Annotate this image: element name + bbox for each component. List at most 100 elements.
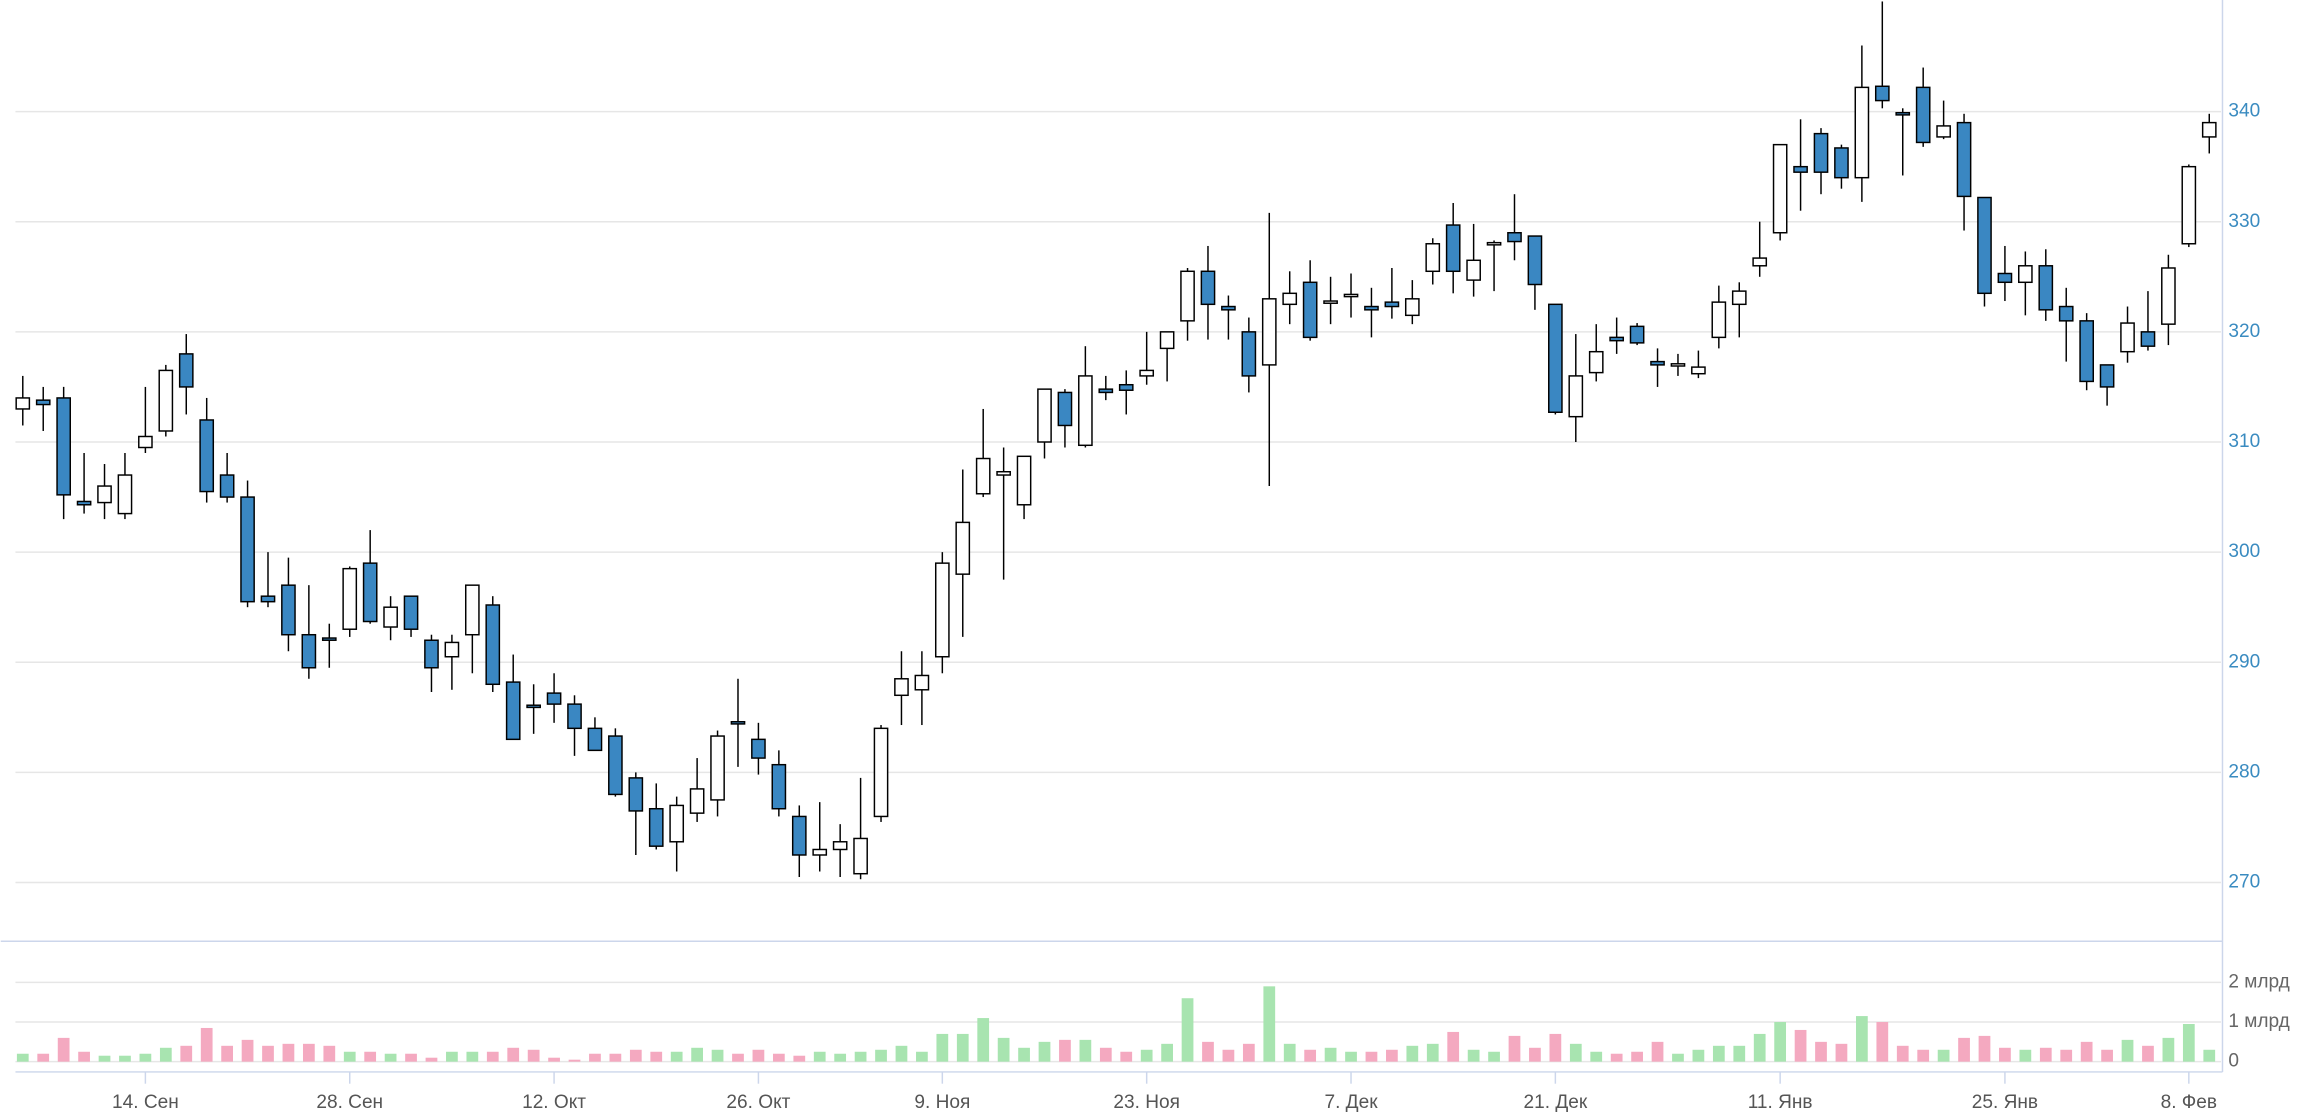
volume-bar	[37, 1053, 50, 1062]
volume-bar	[916, 1051, 928, 1062]
volume-bar	[241, 1039, 254, 1062]
y-tick-label: 320	[2228, 321, 2260, 342]
volume-bar	[956, 1033, 969, 1062]
volume-bar	[875, 1049, 887, 1062]
candle-body	[117, 474, 133, 515]
volume-bar	[1549, 1033, 1562, 1062]
candle-body	[853, 837, 868, 875]
y-tick-label: 340	[2228, 101, 2260, 122]
candle-body	[771, 763, 787, 810]
x-tick-label: 25. Янв	[1972, 1092, 2038, 1113]
candle-body	[1874, 85, 1890, 102]
volume-bar	[1365, 1051, 1378, 1062]
candle-body	[1139, 369, 1155, 377]
volume-bar	[1896, 1045, 1909, 1062]
candle-body	[1936, 125, 1951, 138]
candle-body	[628, 777, 644, 812]
candle-body	[1527, 235, 1543, 286]
y-tick-label: 280	[2228, 761, 2260, 782]
candle-body	[2099, 364, 2115, 388]
volume-bar	[1059, 1039, 1071, 1062]
candle-body	[1568, 375, 1584, 418]
candle-body	[260, 595, 276, 603]
volume-bar	[2162, 1037, 2175, 1062]
volume-tick-label: 1 млрд	[2228, 1011, 2289, 1032]
candle-body	[2120, 322, 2135, 353]
candle-body	[2079, 320, 2094, 383]
volume-bar	[1672, 1053, 1684, 1062]
volume-bar	[691, 1047, 703, 1062]
candle-body	[1384, 301, 1400, 308]
candle-body	[1609, 336, 1625, 342]
candle-body	[1159, 331, 1175, 350]
candle-body	[730, 720, 746, 725]
candle-body	[1261, 298, 1277, 366]
candle-body	[464, 584, 480, 636]
candle-body	[955, 521, 971, 575]
volume-bar	[1488, 1051, 1500, 1062]
volume-bar	[895, 1045, 908, 1062]
x-tick-label: 21. Дек	[1524, 1092, 1588, 1113]
volume-bar	[834, 1053, 847, 1062]
candle-body	[1241, 331, 1257, 377]
volume-bar	[548, 1057, 560, 1062]
candle-body	[567, 703, 582, 730]
candle-body	[1793, 165, 1808, 173]
volume-tick-label: 0	[2228, 1051, 2239, 1072]
candle-body	[301, 633, 317, 669]
volume-bar	[425, 1057, 438, 1062]
volume-bar	[1917, 1049, 1930, 1062]
y-tick-label: 290	[2228, 651, 2260, 672]
volume-bar	[446, 1051, 458, 1062]
candle-body	[873, 727, 889, 818]
candle-body	[710, 735, 725, 801]
candle-body	[178, 353, 194, 388]
volume-bar	[507, 1047, 520, 1062]
volume-bar	[1161, 1043, 1173, 1062]
candle-body	[35, 399, 51, 406]
candle-body	[1302, 281, 1318, 339]
volume-bar	[854, 1051, 867, 1062]
volume-bar	[302, 1043, 315, 1062]
volume-bar	[527, 1049, 540, 1062]
candle-body	[219, 474, 235, 498]
volume-bar	[2039, 1047, 2052, 1062]
candle-body	[1364, 305, 1379, 311]
x-tick-label: 8. Фев	[2161, 1092, 2217, 1113]
volume-bar	[1222, 1049, 1235, 1062]
candle-body	[1200, 270, 1216, 306]
candle-body	[934, 562, 950, 658]
volume-bar	[486, 1051, 499, 1062]
candle-body	[1670, 363, 1686, 367]
candle-body	[1282, 292, 1298, 306]
volume-bar	[2121, 1039, 2134, 1062]
volume-bar	[78, 1051, 90, 1062]
volume-bar	[1794, 1029, 1807, 1062]
candle-body	[1343, 293, 1359, 298]
candle-body	[1037, 388, 1052, 443]
y-tick-label: 270	[2228, 872, 2260, 893]
volume-bar	[2182, 1024, 2195, 1062]
candle-body	[158, 369, 174, 432]
candle-body	[1118, 383, 1134, 391]
volume-bar	[1181, 998, 1194, 1062]
candle-body	[2181, 165, 2197, 245]
candle-body	[15, 397, 31, 410]
volume-bar	[57, 1037, 70, 1062]
volume-bar	[977, 1018, 990, 1062]
volume-bar	[1120, 1051, 1133, 1062]
candle-body	[1895, 111, 1911, 116]
candle-body	[240, 496, 255, 603]
volume-bar	[629, 1049, 642, 1062]
candle-body	[403, 595, 419, 630]
candle-body	[1588, 350, 1604, 374]
candle-body	[1731, 290, 1747, 306]
x-tick-label: 9. Ноя	[914, 1092, 970, 1113]
candle-body	[1404, 298, 1420, 317]
candle-body	[1834, 147, 1849, 179]
candle-body	[97, 485, 112, 504]
candle-body	[1180, 270, 1195, 322]
x-tick-label: 12. Окт	[522, 1092, 586, 1113]
volume-bar	[1692, 1049, 1705, 1062]
